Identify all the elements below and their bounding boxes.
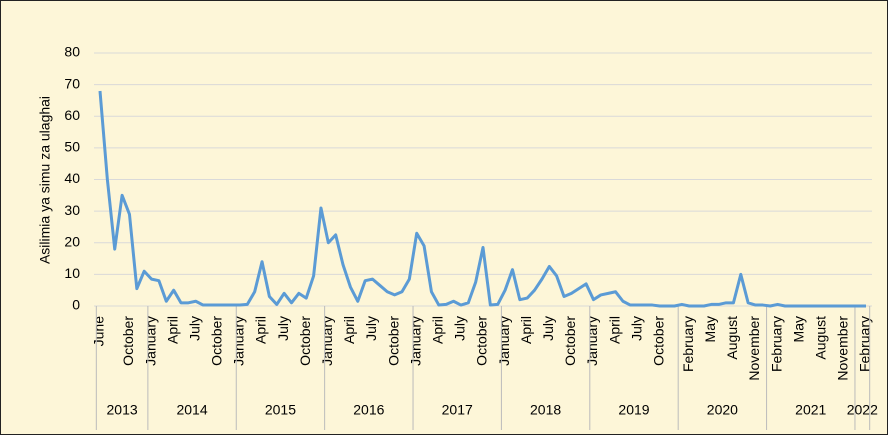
y-tick-label: 0 bbox=[72, 297, 80, 313]
x-tick-label: August bbox=[813, 316, 829, 360]
year-label: 2017 bbox=[442, 402, 473, 418]
year-label: 2014 bbox=[176, 402, 207, 418]
x-tick-label: October bbox=[650, 316, 666, 366]
x-tick-label: July bbox=[452, 316, 468, 341]
x-tick-label: May bbox=[702, 316, 718, 342]
x-tick-label: February bbox=[857, 316, 873, 372]
x-tick-label: October bbox=[297, 316, 313, 366]
x-tick-label: January bbox=[319, 316, 335, 366]
y-tick-label: 60 bbox=[64, 107, 80, 123]
x-tick-label: April bbox=[341, 316, 357, 344]
x-tick-label: August bbox=[724, 316, 740, 360]
year-label: 2019 bbox=[618, 402, 649, 418]
x-tick-label: April bbox=[164, 316, 180, 344]
x-tick-label: January bbox=[584, 316, 600, 366]
x-tick-label: July bbox=[363, 316, 379, 341]
x-tick-label: April bbox=[253, 316, 269, 344]
year-label: 2015 bbox=[265, 402, 296, 418]
x-tick-label: April bbox=[430, 316, 446, 344]
x-tick-label: October bbox=[120, 316, 136, 366]
x-tick-label: January bbox=[407, 316, 423, 366]
x-tick-label: July bbox=[628, 316, 644, 341]
x-tick-label: January bbox=[231, 316, 247, 366]
x-tick-label: July bbox=[275, 316, 291, 341]
x-tick-label: November bbox=[746, 316, 762, 381]
y-tick-label: 40 bbox=[64, 170, 80, 186]
year-label: 2022 bbox=[847, 402, 878, 418]
x-tick-label: May bbox=[790, 316, 806, 342]
x-tick-label: June bbox=[91, 316, 107, 347]
x-tick-label: October bbox=[209, 316, 225, 366]
x-tick-label: January bbox=[142, 316, 158, 366]
x-tick-label: October bbox=[562, 316, 578, 366]
x-tick-label: November bbox=[835, 316, 851, 381]
x-tick-label: July bbox=[186, 316, 202, 341]
x-tick-label: April bbox=[518, 316, 534, 344]
y-tick-label: 50 bbox=[64, 139, 80, 155]
y-tick-label: 10 bbox=[64, 265, 80, 281]
y-tick-label: 30 bbox=[64, 202, 80, 218]
year-label: 2016 bbox=[353, 402, 384, 418]
data-line bbox=[98, 90, 866, 308]
x-tick-label: January bbox=[496, 316, 512, 366]
x-tick-label: April bbox=[606, 316, 622, 344]
y-axis-title: Asilimia ya simu za ulaghai bbox=[37, 96, 53, 264]
year-label: 2018 bbox=[530, 402, 561, 418]
x-tick-label: October bbox=[385, 316, 401, 366]
x-tick-label: July bbox=[540, 316, 556, 341]
year-label: 2013 bbox=[107, 402, 138, 418]
year-label: 2021 bbox=[795, 402, 826, 418]
year-label: 2020 bbox=[707, 402, 738, 418]
y-tick-label: 80 bbox=[64, 44, 80, 60]
x-tick-label: February bbox=[768, 316, 784, 372]
x-tick-label: February bbox=[680, 316, 696, 372]
x-tick-label: October bbox=[474, 316, 490, 366]
y-tick-label: 20 bbox=[64, 233, 80, 249]
y-tick-label: 70 bbox=[64, 75, 80, 91]
